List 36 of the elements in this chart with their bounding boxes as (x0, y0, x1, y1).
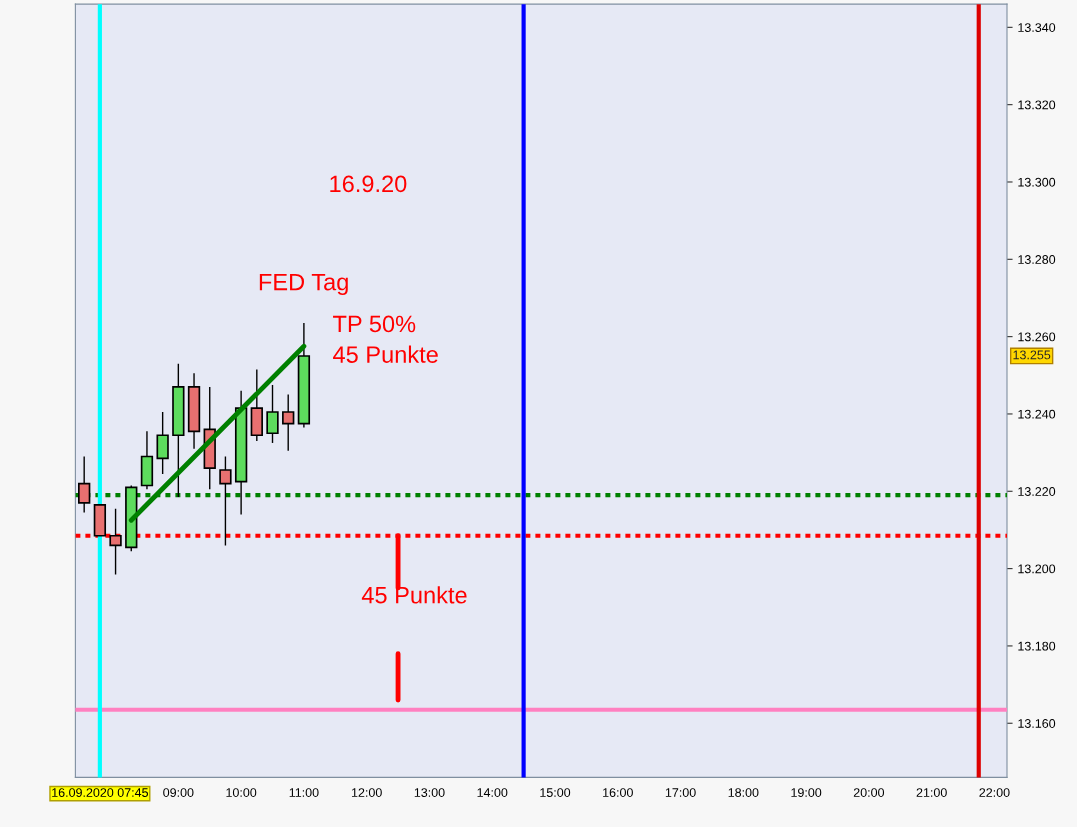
x-tick-label: 11:00 (289, 788, 319, 797)
x-tick-label: 10:00 (226, 788, 257, 797)
x-tick-label: 12:00 (351, 788, 382, 797)
y-tick-label: 13.160 (1018, 719, 1056, 728)
y-tick-label: 13.320 (1018, 100, 1056, 110)
x-tick-label: 19:00 (791, 788, 822, 797)
y-tick-label: 13.340 (1018, 23, 1056, 32)
x-tick-label: 09:00 (163, 788, 194, 797)
x-tick-label: 20:00 (853, 788, 885, 797)
candlestick (156, 411, 169, 475)
annotation: FED Tag (259, 273, 348, 296)
candlestick (219, 455, 232, 547)
annotation: TP 50% 45 Punkte (333, 315, 438, 363)
annotation: 16.9.20 (330, 175, 407, 193)
x-tick-label: 22:00 (979, 788, 1010, 797)
text: 13.255 (1013, 350, 1051, 360)
y-tick-label: 13.240 (1018, 409, 1056, 419)
candlestick (78, 455, 91, 514)
y-tick-label: 13.200 (1018, 564, 1056, 574)
y-tick-label: 13.180 (1018, 641, 1056, 651)
y-tick-label: 13.300 (1018, 177, 1056, 187)
x-tick-label: 21:00 (916, 788, 947, 797)
annotation: 45 Punkte (361, 586, 467, 604)
x-tick-label: 14:00 (477, 788, 508, 797)
candlestick (109, 507, 122, 576)
x-tick-label: 18:00 (728, 788, 759, 797)
x-tick-label: 16:00 (603, 788, 633, 797)
x-tick-label: 15:00 (540, 788, 571, 797)
y-tick-label: 13.280 (1018, 255, 1056, 264)
candlestick (266, 384, 279, 444)
x-tick-label: 13:00 (414, 788, 445, 797)
candlestick (282, 393, 295, 452)
y-tick-label: 13.220 (1018, 487, 1056, 496)
x-tick-label: 17:00 (665, 788, 696, 797)
x-tick-label: 16.09.2020 07:45 (52, 788, 149, 797)
y-tick-label: 13.260 (1018, 332, 1056, 342)
